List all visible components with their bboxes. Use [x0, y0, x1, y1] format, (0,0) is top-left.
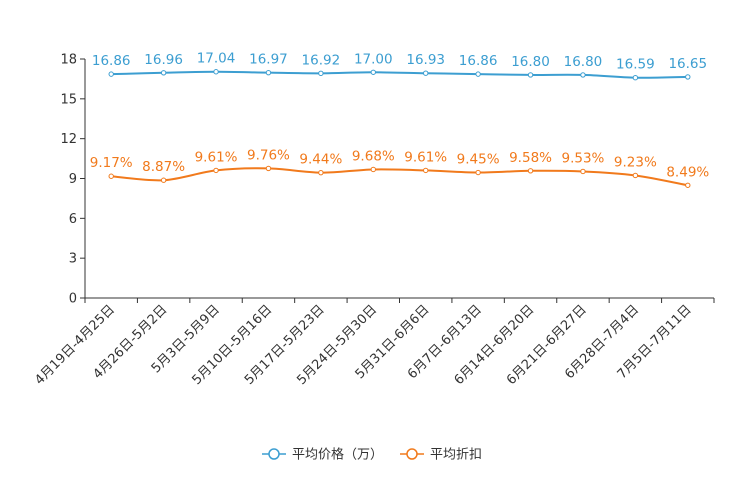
y-tick-label: 12	[60, 132, 77, 147]
data-point[interactable]	[318, 70, 324, 77]
data-point[interactable]	[160, 70, 167, 76]
data-label: 9.45%	[457, 152, 500, 168]
data-point[interactable]	[527, 72, 534, 78]
data-label: 16.92	[302, 52, 341, 68]
data-label: 9.68%	[352, 148, 395, 164]
data-label: 16.86	[92, 53, 131, 69]
data-point[interactable]	[318, 169, 324, 176]
data-point[interactable]	[685, 74, 691, 80]
data-point[interactable]	[370, 166, 376, 173]
data-point[interactable]	[108, 173, 114, 179]
y-tick-label: 3	[69, 252, 77, 267]
y-tick-label: 6	[69, 212, 77, 227]
y-tick-label: 9	[69, 172, 77, 187]
data-label: 16.65	[668, 56, 707, 72]
legend-item-average-price[interactable]: 平均价格（万）	[262, 447, 383, 463]
data-label: 16.80	[511, 54, 550, 70]
legend-marker-icon	[406, 448, 418, 460]
data-label: 16.80	[564, 54, 603, 70]
data-point[interactable]	[632, 75, 639, 81]
legend[interactable]: 平均价格（万） 平均折扣	[262, 447, 482, 463]
data-label: 16.93	[406, 52, 445, 68]
data-point[interactable]	[423, 167, 429, 174]
data-label: 9.17%	[90, 155, 133, 171]
data-label: 16.97	[249, 52, 288, 68]
series-average-discount: 9.17% 8.87% 9.61% 9.76% 9.44% 9.68% 9.61% 9.45%…	[90, 147, 709, 188]
data-point[interactable]	[213, 167, 219, 174]
data-label: 17.00	[354, 51, 393, 67]
data-label: 9.76%	[247, 147, 290, 163]
y-tick-label: 0	[69, 292, 77, 307]
axes: 03691215184月19日-4月25日4月26日-5月2日5月3日-5月9日…	[32, 53, 715, 388]
data-point[interactable]	[370, 69, 376, 75]
legend-item-average-discount[interactable]: 平均折扣	[400, 448, 482, 463]
data-point[interactable]	[685, 182, 691, 188]
series-average-price: 16.86 16.96 17.04 16.97 16.92 17.00 16.93 16.86…	[92, 51, 707, 81]
data-point[interactable]	[423, 70, 429, 76]
series-layer: 16.86 16.96 17.04 16.97 16.92 17.00 16.93 16.86…	[90, 51, 709, 188]
legend-label: 平均价格（万）	[292, 447, 383, 463]
data-point[interactable]	[580, 72, 586, 78]
data-label: 8.49%	[666, 164, 709, 180]
legend-label: 平均折扣	[430, 448, 482, 463]
data-label: 8.87%	[142, 159, 185, 175]
legend-marker-icon	[268, 448, 280, 460]
data-label: 9.53%	[562, 150, 605, 166]
data-point[interactable]	[475, 169, 481, 176]
data-label: 9.61%	[195, 149, 238, 165]
data-label: 9.61%	[404, 149, 447, 165]
data-point[interactable]	[265, 165, 272, 172]
data-point[interactable]	[265, 69, 272, 76]
series-line	[111, 167, 688, 187]
data-point[interactable]	[160, 177, 167, 183]
data-point[interactable]	[475, 71, 481, 77]
data-label: 17.04	[197, 51, 236, 67]
data-label: 9.44%	[299, 152, 342, 168]
data-label: 9.23%	[614, 154, 657, 170]
series-line	[111, 70, 688, 79]
data-label: 16.96	[144, 52, 183, 68]
data-label: 9.58%	[509, 150, 552, 166]
data-label: 16.86	[459, 53, 498, 69]
data-label: 16.59	[616, 57, 655, 73]
data-point[interactable]	[632, 172, 639, 179]
data-point[interactable]	[213, 69, 219, 75]
data-point[interactable]	[108, 71, 114, 77]
y-tick-label: 15	[60, 92, 77, 107]
y-tick-label: 18	[60, 53, 77, 68]
data-point[interactable]	[527, 168, 534, 174]
data-point[interactable]	[580, 168, 586, 175]
